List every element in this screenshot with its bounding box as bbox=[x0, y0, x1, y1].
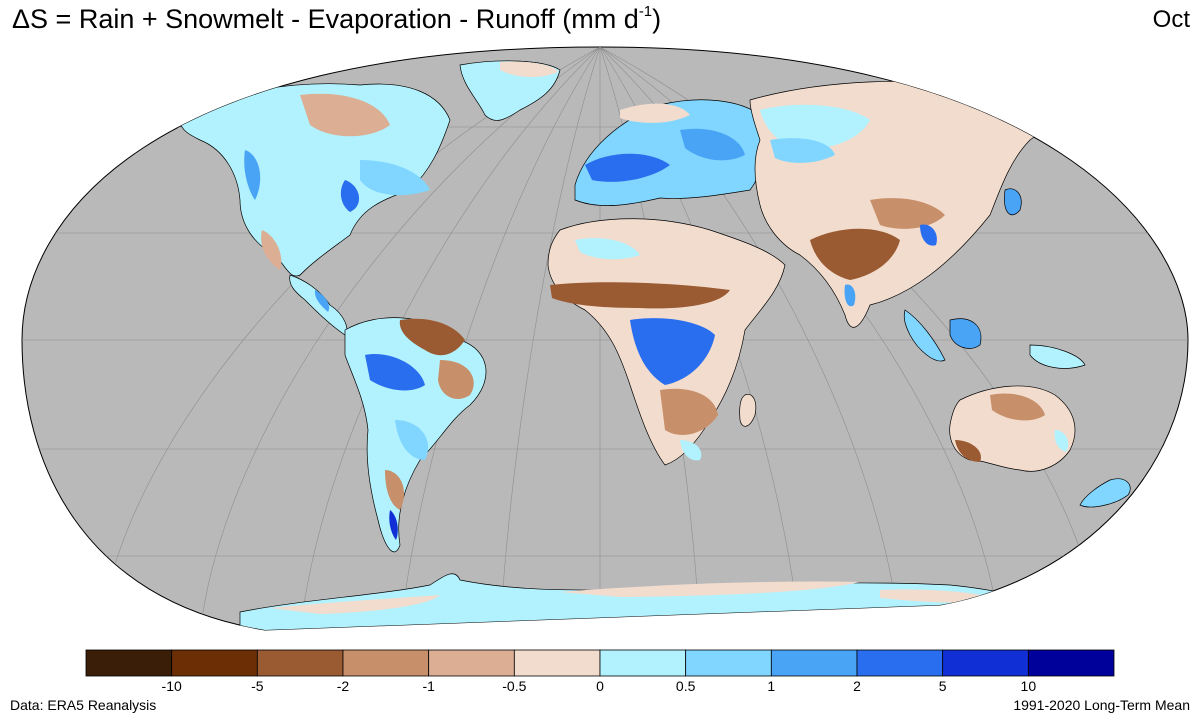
colorbar-tick-label: -0.5 bbox=[502, 678, 526, 692]
colorbar-swatch bbox=[770, 649, 858, 677]
colorbar-swatch bbox=[85, 649, 173, 677]
colorbar-tick-label: 2 bbox=[853, 678, 861, 692]
title-suffix: ) bbox=[652, 4, 662, 34]
colorbar: -10 -5 -2 -1 -0.5 0 0.5 1 2 5 10 bbox=[85, 649, 1115, 692]
colorbar-swatch bbox=[856, 649, 944, 677]
colorbar-tick-label: 5 bbox=[939, 678, 947, 692]
colorbar-swatch bbox=[942, 649, 1029, 677]
colorbar-swatch bbox=[342, 649, 430, 677]
europe bbox=[574, 99, 766, 206]
colorbar-tick-label: 0 bbox=[596, 678, 604, 692]
africa bbox=[547, 218, 786, 466]
north-america bbox=[179, 60, 561, 336]
australia bbox=[949, 385, 1131, 508]
world-map bbox=[21, 46, 1189, 631]
data-source: Data: ERA5 Reanalysis bbox=[10, 697, 157, 713]
month-label: Oct bbox=[1152, 6, 1190, 33]
colorbar-tick-label: 1 bbox=[767, 678, 775, 692]
asia bbox=[749, 80, 1086, 369]
colorbar-tick-label: 0.5 bbox=[676, 678, 696, 692]
title-superscript: -1 bbox=[638, 3, 653, 20]
colorbar-tick-label: 10 bbox=[1021, 678, 1037, 692]
colorbar-tick-label: -2 bbox=[337, 678, 350, 692]
colorbar-tick-labels: -10 -5 -2 -1 -0.5 0 0.5 1 2 5 10 bbox=[162, 678, 1037, 692]
map-title: ΔS = Rain + Snowmelt - Evaporation - Run… bbox=[12, 3, 662, 35]
colorbar-swatch bbox=[428, 649, 515, 677]
colorbar-tick-label: -1 bbox=[422, 678, 435, 692]
colorbar-swatch bbox=[599, 649, 687, 677]
colorbar-swatch bbox=[256, 649, 344, 677]
title-main: ΔS = Rain + Snowmelt - Evaporation - Run… bbox=[12, 4, 639, 34]
south-america bbox=[344, 317, 487, 552]
colorbar-swatch bbox=[171, 649, 258, 677]
colorbar-tick-label: -10 bbox=[162, 678, 182, 692]
colorbar-swatches bbox=[85, 649, 1115, 677]
colorbar-swatch bbox=[685, 649, 772, 677]
climatology-period: 1991-2020 Long-Term Mean bbox=[1013, 697, 1190, 713]
colorbar-tick-label: -5 bbox=[251, 678, 264, 692]
colorbar-swatch bbox=[513, 649, 601, 677]
colorbar-swatch bbox=[1027, 649, 1115, 677]
